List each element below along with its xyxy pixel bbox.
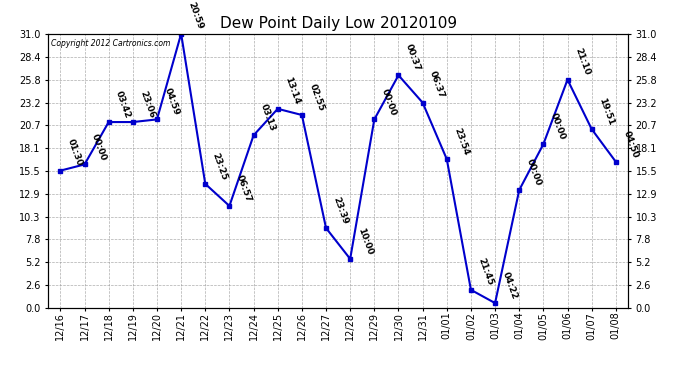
Text: 23:06: 23:06 xyxy=(139,89,157,119)
Text: 06:37: 06:37 xyxy=(428,70,446,100)
Text: 02:55: 02:55 xyxy=(308,82,326,112)
Text: 00:00: 00:00 xyxy=(549,112,567,141)
Text: 21:45: 21:45 xyxy=(477,257,495,287)
Text: 21:10: 21:10 xyxy=(573,47,591,77)
Title: Dew Point Daily Low 20120109: Dew Point Daily Low 20120109 xyxy=(219,16,457,31)
Text: 03:42: 03:42 xyxy=(115,89,132,119)
Text: 00:00: 00:00 xyxy=(90,132,108,162)
Text: 01:30: 01:30 xyxy=(66,138,84,168)
Text: 03:13: 03:13 xyxy=(259,103,277,132)
Text: 23:25: 23:25 xyxy=(211,151,229,181)
Text: 23:39: 23:39 xyxy=(332,195,350,225)
Text: 04:22: 04:22 xyxy=(501,270,519,300)
Text: 06:57: 06:57 xyxy=(235,173,253,203)
Text: 00:00: 00:00 xyxy=(380,87,398,117)
Text: 00:00: 00:00 xyxy=(525,158,543,187)
Text: 19:51: 19:51 xyxy=(598,96,615,126)
Text: 20:59: 20:59 xyxy=(187,1,205,31)
Text: 04:50: 04:50 xyxy=(622,129,640,159)
Text: 04:59: 04:59 xyxy=(163,87,181,117)
Text: 23:54: 23:54 xyxy=(453,126,471,156)
Text: 13:14: 13:14 xyxy=(284,76,302,106)
Text: Copyright 2012 Cartronics.com: Copyright 2012 Cartronics.com xyxy=(51,39,170,48)
Text: 10:00: 10:00 xyxy=(356,226,374,256)
Text: 00:37: 00:37 xyxy=(404,43,422,72)
